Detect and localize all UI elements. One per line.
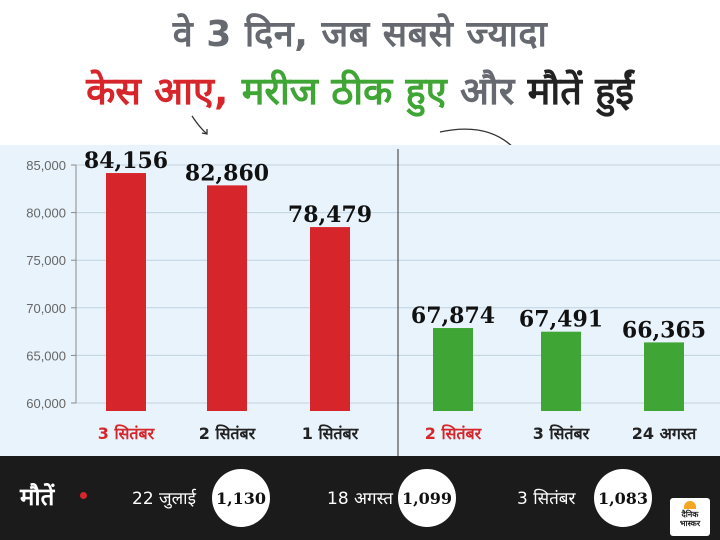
bar [433, 328, 473, 411]
death-date-2: 18 अगस्त [327, 489, 393, 509]
dainik-bhaskar-logo: दैनिक भास्कर [670, 498, 710, 536]
death-date-3: 3 सितंबर [517, 489, 576, 509]
logo-line-1: दैनिक [681, 510, 699, 519]
y-tick-label: 60,000 [26, 396, 66, 411]
title-deaths-text: मौतें हुईं [527, 69, 634, 113]
death-value-2: 1,099 [398, 469, 456, 527]
title-line-1: वे 3 दिन, जब सबसे ज्यादा [172, 14, 548, 55]
y-tick-label: 65,000 [26, 348, 66, 363]
title-recovered-text: मरीज ठीक हुए [241, 69, 447, 113]
deaths-bullet-icon [80, 492, 87, 499]
x-category-label: 3 सितंबर [533, 424, 591, 443]
title-line-2: केस आए, मरीज ठीक हुए और मौतें हुईं [0, 64, 720, 116]
x-category-label: 2 सितंबर [425, 424, 483, 443]
death-value-1: 1,130 [212, 469, 270, 527]
title-and-text: और [459, 69, 515, 113]
title-block: वे 3 दिन, जब सबसे ज्यादा केस आए, मरीज ठी… [0, 0, 720, 145]
bar [310, 227, 350, 411]
bar [106, 173, 146, 411]
bar-value-label: 67,491 [519, 307, 603, 333]
bar-value-label: 78,479 [288, 202, 372, 228]
x-category-label: 24 अगस्त [632, 424, 697, 443]
x-category-label: 2 सितंबर [199, 424, 257, 443]
deaths-strip: मौतें 22 जुलाई 1,130 18 अगस्त 1,099 3 सि… [0, 456, 720, 540]
bar-value-label: 66,365 [622, 317, 706, 343]
arrow-to-cases-icon [191, 115, 208, 135]
bar [541, 331, 581, 411]
bar-chart: 85,000 80,000 75,000 70,000 65,000 60,000 84,1… [26, 148, 720, 456]
bar-value-label: 84,156 [84, 148, 168, 174]
arrow-head-cases-icon [201, 129, 208, 135]
logo-line-2: भास्कर [679, 519, 701, 528]
x-category-label: 3 सितंबर [98, 424, 156, 443]
death-date-1: 22 जुलाई [132, 489, 196, 509]
y-tick-label: 75,000 [26, 253, 66, 268]
sun-icon [684, 501, 696, 509]
annotation-arrows [191, 115, 512, 145]
y-tick-label: 80,000 [26, 206, 66, 221]
bar [644, 342, 684, 411]
bar-value-label: 82,860 [185, 160, 269, 186]
bar [207, 185, 247, 411]
arrow-to-recovered-icon [439, 128, 512, 145]
y-tick-label: 70,000 [26, 301, 66, 316]
deaths-label: मौतें [20, 483, 55, 511]
title-cases-text: केस आए, [86, 69, 229, 113]
chart-area: 85,000 80,000 75,000 70,000 65,000 60,000 84,1… [0, 145, 720, 456]
bar-value-label: 67,874 [411, 303, 495, 329]
death-value-3: 1,083 [594, 469, 652, 527]
y-tick-label: 85,000 [26, 158, 66, 173]
x-category-label: 1 सितंबर [302, 424, 360, 443]
